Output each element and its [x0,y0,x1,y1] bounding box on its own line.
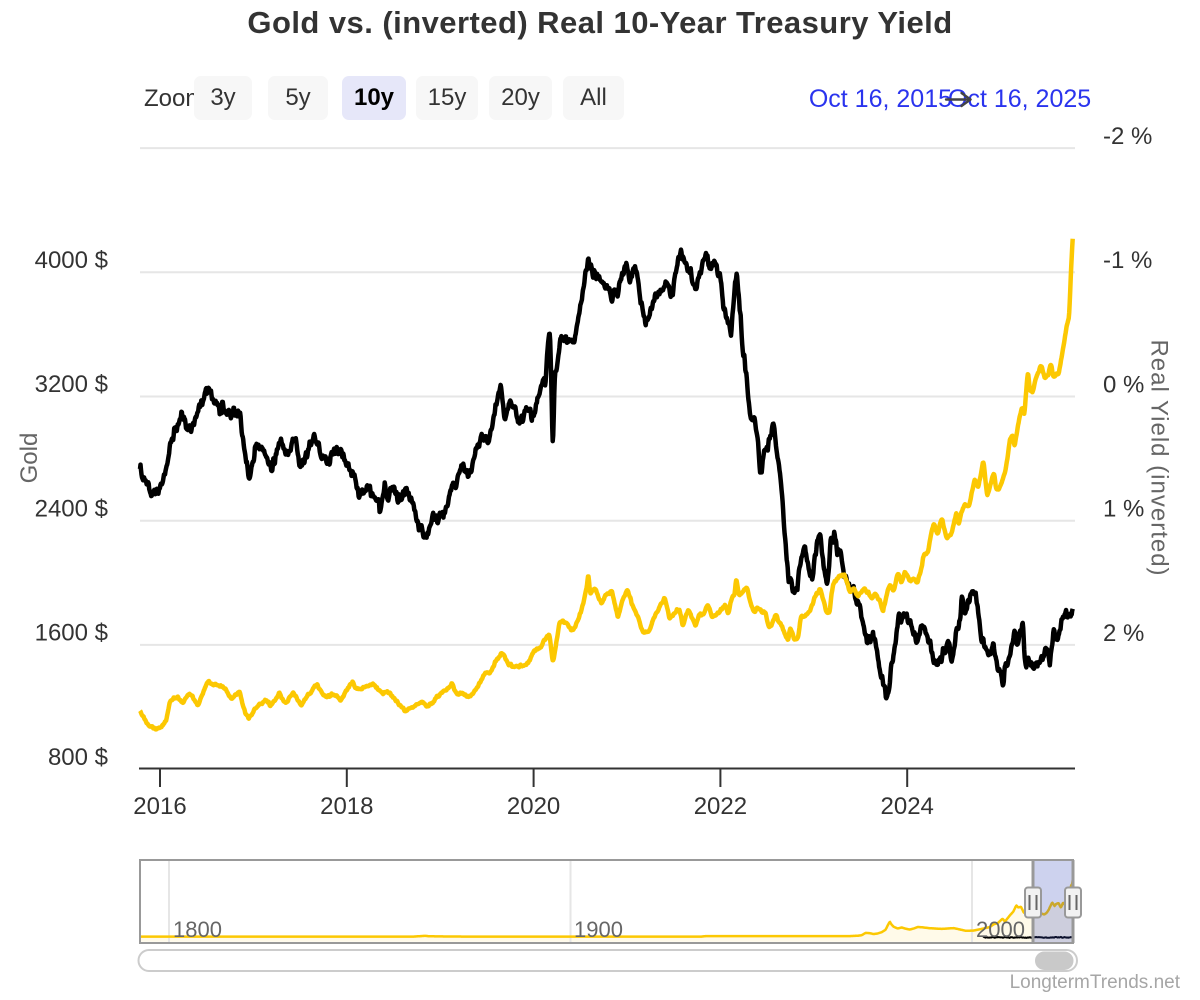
svg-text:3200 $: 3200 $ [35,371,108,398]
svg-text:2020: 2020 [507,793,560,820]
svg-text:2024: 2024 [881,793,934,820]
svg-text:2018: 2018 [320,793,373,820]
svg-text:1900: 1900 [574,917,623,942]
svg-text:2000: 2000 [976,917,1025,942]
svg-text:Gold: Gold [16,433,43,484]
svg-text:2 %: 2 % [1103,620,1144,647]
svg-text:2400 $: 2400 $ [35,495,108,522]
svg-text:Real Yield (inverted): Real Yield (inverted) [1146,339,1173,576]
svg-text:1600 $: 1600 $ [35,620,108,647]
svg-text:1 %: 1 % [1103,496,1144,523]
svg-text:2022: 2022 [694,793,747,820]
svg-text:800 $: 800 $ [48,744,108,771]
svg-text:-1 %: -1 % [1103,247,1152,274]
svg-text:2016: 2016 [133,793,186,820]
svg-text:4000 $: 4000 $ [35,247,108,274]
svg-text:1800: 1800 [173,917,222,942]
svg-text:0 %: 0 % [1103,371,1144,398]
svg-text:-2 %: -2 % [1103,123,1152,150]
